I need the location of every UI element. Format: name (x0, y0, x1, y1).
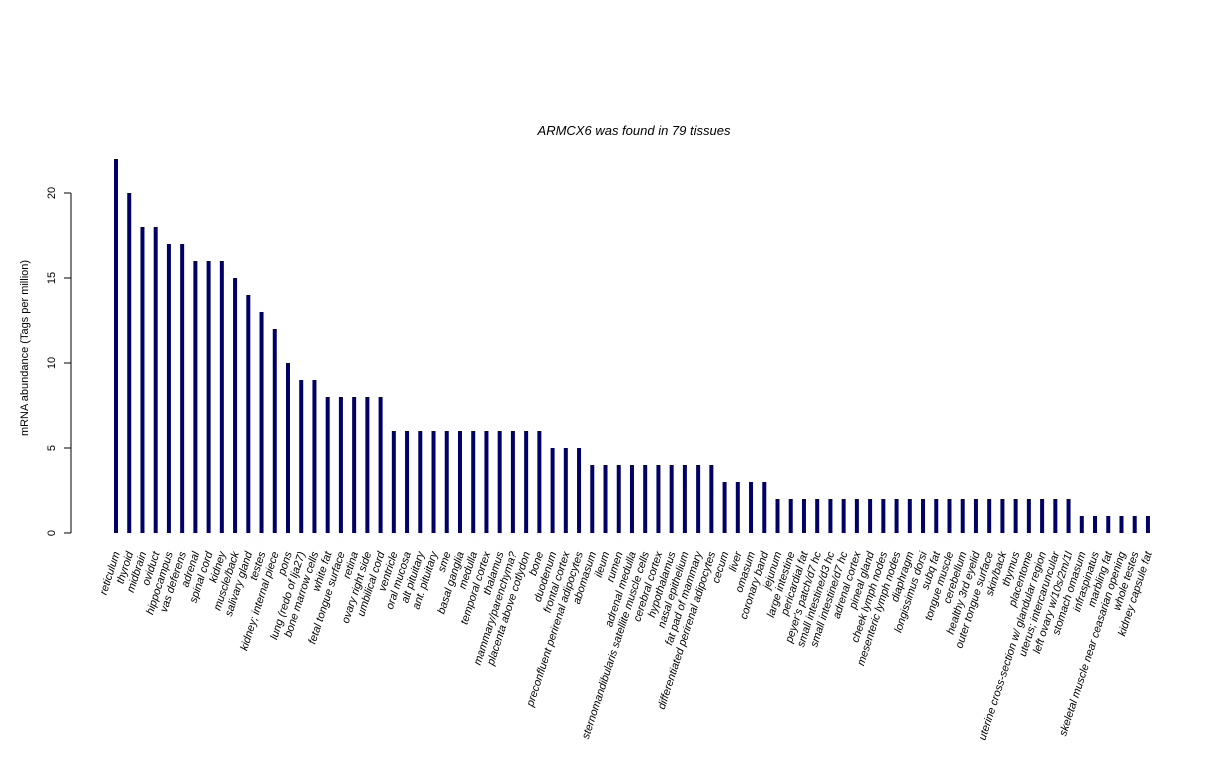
bar (881, 499, 886, 533)
bar (987, 499, 992, 533)
bar (391, 431, 396, 533)
bar (696, 465, 701, 533)
bar (1132, 516, 1137, 533)
bar (934, 499, 939, 533)
bar (590, 465, 595, 533)
bar (603, 465, 608, 533)
bar (140, 227, 145, 533)
bar (682, 465, 687, 533)
bar (206, 261, 211, 533)
bar (166, 244, 171, 533)
bar (497, 431, 502, 533)
bar (246, 295, 251, 533)
bar (484, 431, 489, 533)
bar (1145, 516, 1150, 533)
bar (960, 499, 965, 533)
bar (457, 431, 462, 533)
bar (550, 448, 555, 533)
bar (1093, 516, 1098, 533)
bar (1013, 499, 1018, 533)
bar (616, 465, 621, 533)
bar (180, 244, 185, 533)
bar (219, 261, 224, 533)
bar (365, 397, 370, 533)
bar (1079, 516, 1084, 533)
y-axis-label: mRNA abundance (Tags per million) (19, 260, 31, 436)
bar (1066, 499, 1071, 533)
bar (259, 312, 264, 533)
bar (656, 465, 661, 533)
bar (722, 482, 727, 533)
bar (510, 431, 515, 533)
bar (418, 431, 423, 533)
bar (114, 159, 118, 533)
bar (1000, 499, 1005, 533)
bar (762, 482, 767, 533)
bar (629, 465, 634, 533)
bar (775, 499, 780, 533)
bar (444, 431, 449, 533)
bar (563, 448, 568, 533)
bar (907, 499, 912, 533)
bar (325, 397, 330, 533)
bar (352, 397, 357, 533)
y-tick-label: 15 (46, 272, 58, 284)
bar (854, 499, 859, 533)
bar (815, 499, 820, 533)
bar (431, 431, 436, 533)
y-axis: 0 5 10 15 20 (46, 187, 72, 536)
bar (299, 380, 304, 533)
bar (405, 431, 410, 533)
bar (1053, 499, 1058, 533)
bar (127, 193, 132, 533)
bar (312, 380, 317, 533)
bar (749, 482, 754, 533)
bar (193, 261, 198, 533)
bar (669, 465, 674, 533)
bar (947, 499, 952, 533)
bar (921, 499, 926, 533)
bar (788, 499, 793, 533)
bar (233, 278, 238, 533)
bar (1119, 516, 1124, 533)
y-tick-label: 20 (46, 187, 58, 199)
bar (577, 448, 582, 533)
bar (1040, 499, 1045, 533)
bars (114, 159, 1150, 533)
bar (338, 397, 343, 533)
x-tick-labels: reticulumthyroidmidbrainoviducthippocamp… (98, 549, 1155, 742)
bar (801, 499, 806, 533)
bar (272, 329, 277, 533)
bar (537, 431, 542, 533)
bar (894, 499, 899, 533)
bar (471, 431, 476, 533)
bar (1106, 516, 1111, 533)
bar (643, 465, 648, 533)
bar (153, 227, 158, 533)
y-tick-label: 5 (46, 445, 58, 451)
chart-title: ARMCX6 was found in 79 tissues (537, 123, 731, 138)
bar (524, 431, 529, 533)
bar (285, 363, 290, 533)
bar (868, 499, 873, 533)
y-tick-label: 0 (46, 530, 58, 536)
bar (841, 499, 846, 533)
bar (828, 499, 833, 533)
bar (378, 397, 383, 533)
bar (735, 482, 740, 533)
bar (1026, 499, 1031, 533)
bar (973, 499, 978, 533)
y-tick-label: 10 (46, 357, 58, 369)
bar (709, 465, 714, 533)
